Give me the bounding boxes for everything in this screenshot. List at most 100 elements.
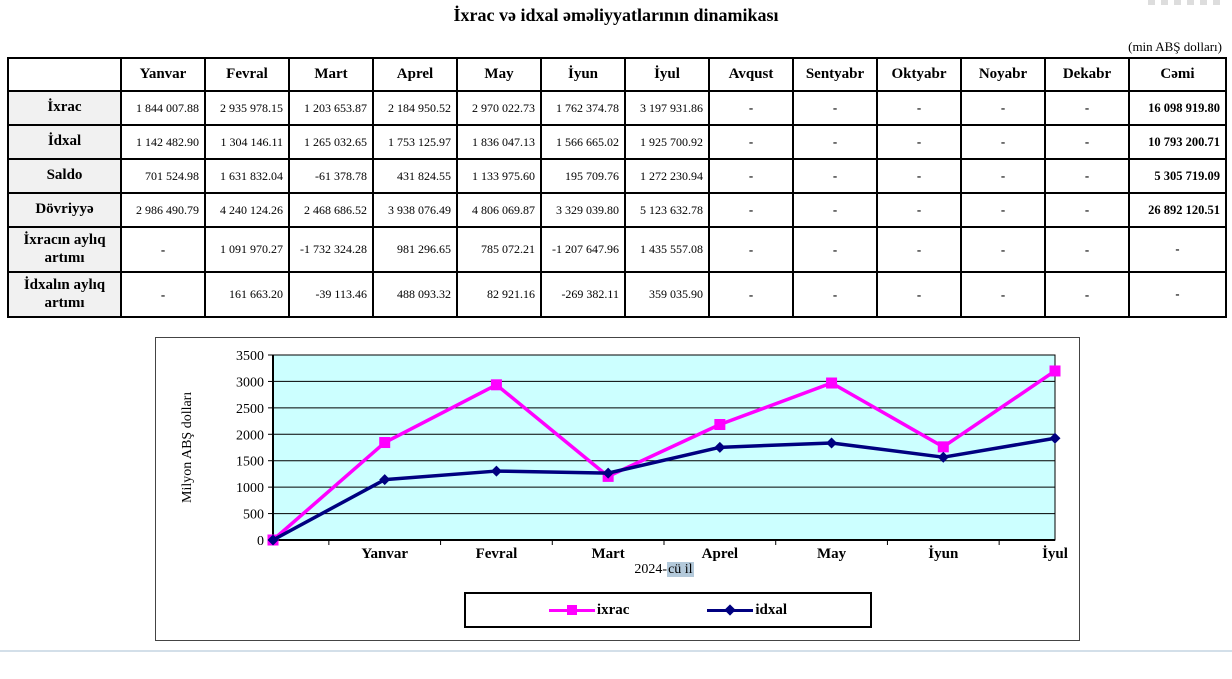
chart-frame: 0 500 1000 1500 2000 2500 3000 3500 Yanvar Fevral… [155, 337, 1080, 641]
table-cell: - [792, 90, 878, 126]
diamond-marker-icon [714, 441, 726, 453]
table-cell: - [708, 124, 794, 160]
column-header: Dekabr [1044, 57, 1130, 92]
table-cell: - [1044, 90, 1130, 126]
table-cell: 1 631 832.04 [204, 158, 290, 194]
table-cell: -61 378.78 [288, 158, 374, 194]
table-cell: - [876, 192, 962, 228]
table-cell: 10 793 200.71 [1128, 124, 1227, 160]
table-cell: 2 970 022.73 [456, 90, 542, 126]
row-header: İxracın aylıq artımı [7, 226, 122, 273]
table-cell: - [708, 158, 794, 194]
x-tick-label: Aprel [702, 546, 738, 562]
table-cell: - [1044, 158, 1130, 194]
table-cell: 1 435 557.08 [624, 226, 710, 273]
column-header: Sentyabr [792, 57, 878, 92]
table-cell: - [1044, 124, 1130, 160]
table-cell: 3 197 931.86 [624, 90, 710, 126]
table-cell: 5 305 719.09 [1128, 158, 1227, 194]
table-cell: 701 524.98 [120, 158, 206, 194]
column-header: Mart [288, 57, 374, 92]
table-cell: - [876, 158, 962, 194]
table-cell: 1 762 374.78 [540, 90, 626, 126]
table-cell: 1 265 032.65 [288, 124, 374, 160]
row-header: İdxal [7, 124, 122, 160]
table-cell: - [1044, 271, 1130, 318]
legend-label-ixrac: ixrac [596, 601, 630, 618]
y-tick-label: 1000 [236, 481, 264, 496]
column-header: Aprel [372, 57, 458, 92]
table-cell: - [876, 271, 962, 318]
square-marker-icon [714, 419, 726, 431]
row-header: İdxalın aylıq artımı [7, 271, 122, 318]
table-cell: 3 329 039.80 [540, 192, 626, 228]
column-header: Avqust [708, 57, 794, 92]
table-cell: 488 093.32 [372, 271, 458, 318]
data-table: Yanvar Fevral Mart Aprel May İyun İyul Avqust Se… [7, 57, 1227, 318]
chart-legend: ixrac idxal [464, 592, 872, 628]
table-cell: 1 836 047.13 [456, 124, 542, 160]
table-row: Dövriyyə 2 986 490.79 4 240 124.26 2 468 68… [7, 192, 1227, 228]
y-tick-label: 1500 [236, 455, 264, 470]
square-marker-icon [1049, 365, 1061, 377]
table-cell: - [708, 226, 794, 273]
square-marker-icon [937, 441, 949, 453]
table-cell: - [1128, 271, 1227, 318]
table-cell: 26 892 120.51 [1128, 192, 1227, 228]
table-cell: - [120, 271, 206, 318]
table-row: İdxal 1 142 482.90 1 304 146.11 1 265 032.6… [7, 124, 1227, 160]
y-tick-label: 500 [243, 508, 264, 523]
table-row: İdxalın aylıq artımı -161 663.20 -39 113.4… [7, 271, 1227, 318]
column-header: Oktyabr [876, 57, 962, 92]
x-tick-label: Yanvar [361, 546, 408, 562]
table-cell: 1 304 146.11 [204, 124, 290, 160]
x-tick-label: Mart [591, 546, 624, 562]
table-cell: 1 753 125.97 [372, 124, 458, 160]
table-cell: 4 240 124.26 [204, 192, 290, 228]
table-cell: 431 824.55 [372, 158, 458, 194]
table-cell: -1 732 324.28 [288, 226, 374, 273]
table-cell: 3 938 076.49 [372, 192, 458, 228]
diamond-marker-icon [826, 437, 838, 449]
table-cell: - [876, 226, 962, 273]
x-tick-label: May [817, 546, 847, 562]
square-marker-icon [826, 377, 838, 389]
table-cell: 16 098 919.80 [1128, 90, 1227, 126]
table-cell: - [960, 271, 1046, 318]
table-cell: - [792, 226, 878, 273]
table-cell: 5 123 632.78 [624, 192, 710, 228]
row-header: Saldo [7, 158, 122, 194]
table-cell: - [708, 192, 794, 228]
table-cell: 1 925 700.92 [624, 124, 710, 160]
square-marker-icon [379, 437, 391, 449]
x-tick-label: İyun [928, 545, 959, 562]
diamond-marker-icon [937, 451, 949, 463]
column-header: Fevral [204, 57, 290, 92]
diamond-marker-icon [490, 465, 502, 477]
table-cell: 2 184 950.52 [372, 90, 458, 126]
table-cell: 359 035.90 [624, 271, 710, 318]
table-cell: 785 072.21 [456, 226, 542, 273]
diamond-marker-icon [602, 467, 614, 479]
table-cell: - [960, 226, 1046, 273]
x-axis-title: 2024-cü il [273, 562, 1055, 578]
x-tick-label: Fevral [476, 546, 518, 562]
table-cell: - [960, 124, 1046, 160]
table-cell: 1 142 482.90 [120, 124, 206, 160]
table-cell: 1 272 230.94 [624, 158, 710, 194]
table-cell: -269 382.11 [540, 271, 626, 318]
column-header: İyun [540, 57, 626, 92]
diamond-marker-icon [1049, 432, 1061, 444]
table-row: İxracın aylıq artımı -1 091 970.27 -1 732 … [7, 226, 1227, 273]
table-cell: 981 296.65 [372, 226, 458, 273]
page-title: İxrac və idxal əməliyyatlarının dinamika… [453, 5, 779, 25]
column-header: Yanvar [120, 57, 206, 92]
table-cell: - [1044, 192, 1130, 228]
y-tick-label: 0 [257, 534, 264, 549]
diamond-marker-icon [379, 474, 391, 486]
table-cell: - [1128, 226, 1227, 273]
plot-area [272, 354, 1056, 541]
y-tick-label: 2500 [236, 402, 264, 417]
column-header: May [456, 57, 542, 92]
column-header: Noyabr [960, 57, 1046, 92]
